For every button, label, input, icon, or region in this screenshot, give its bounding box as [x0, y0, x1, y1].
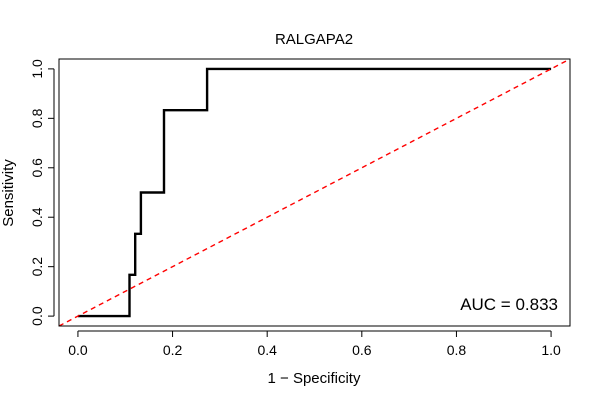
x-tick-label: 0.6: [352, 342, 372, 358]
x-tick-label: 0.8: [447, 342, 467, 358]
y-tick-label: 0.4: [29, 207, 45, 227]
reference-diagonal-line: [59, 59, 570, 326]
auc-annotation: AUC = 0.833: [460, 295, 558, 314]
y-axis-label: Sensitivity: [0, 159, 17, 227]
x-tick-label: 0.4: [257, 342, 277, 358]
x-tick-label: 0.2: [163, 342, 183, 358]
y-tick-label: 0.6: [29, 158, 45, 178]
x-axis-label: 1 − Specificity: [268, 370, 361, 387]
series-layer: [59, 59, 570, 326]
roc-curve-line: [77, 67, 552, 318]
y-tick-label: 0.2: [29, 257, 45, 277]
x-tick-label: 1.0: [541, 342, 561, 358]
y-tick-label: 0.8: [29, 108, 45, 128]
chart-title: RALGAPA2: [275, 31, 353, 48]
plot-frame: [58, 58, 571, 327]
y-tick-label: 0.0: [29, 306, 45, 326]
x-tick-label: 0.0: [68, 342, 88, 358]
axes-layer: 0.0 0.2 0.4 0.6 0.8 1.0 0.0 0.2 0.4 0.6 0.8 1.0: [29, 59, 561, 358]
y-tick-label: 1.0: [29, 59, 45, 79]
